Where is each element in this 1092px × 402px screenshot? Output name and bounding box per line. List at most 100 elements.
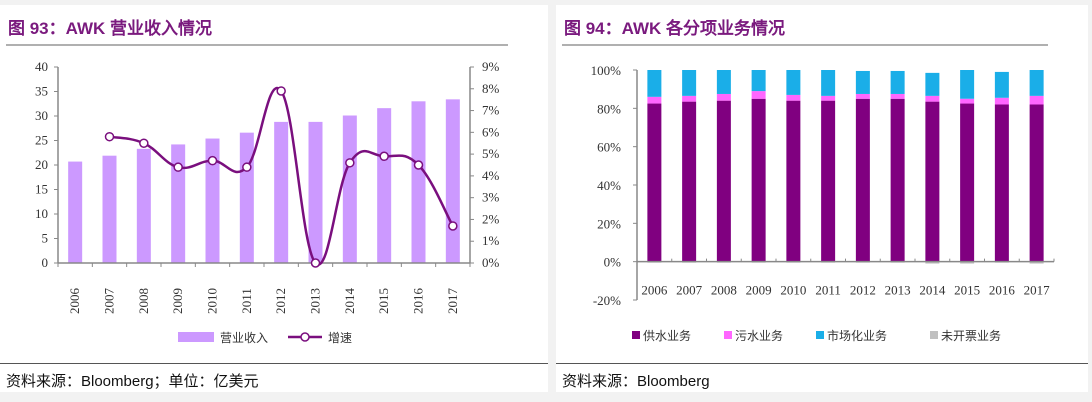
bar-segment-0 [647, 103, 662, 262]
y-tick-label: 60% [597, 140, 621, 155]
bar-segment-0 [960, 103, 975, 262]
legend-growth-marker [300, 332, 310, 342]
bar-segment-2 [647, 70, 662, 97]
bar-segment-2 [786, 70, 801, 95]
revenue-bar [377, 108, 392, 263]
revenue-bar [136, 148, 151, 263]
y-tick-label: -20% [593, 293, 621, 308]
bar-segment-0 [751, 98, 766, 262]
right-tick-label: 9% [482, 59, 500, 74]
bar-segment-2 [1029, 70, 1044, 96]
left-tick-label: 5 [42, 231, 49, 246]
legend-swatch-1 [724, 331, 732, 339]
growth-point [379, 151, 389, 162]
revenue-bar [274, 121, 289, 263]
figure-94-title: 图 94：AWK 各分项业务情况 [564, 19, 786, 38]
bar-segment-2 [682, 70, 697, 96]
bar-segment-1 [855, 93, 870, 99]
left-tick-label: 35 [35, 84, 48, 99]
x-tick-label: 2016 [989, 283, 1016, 298]
x-tick-label: 2006 [641, 283, 668, 298]
legend-swatch-0 [632, 331, 640, 339]
bar-segment-3 [960, 261, 975, 264]
right-tick-label: 0% [482, 255, 500, 270]
bar-segment-2 [994, 71, 1009, 98]
left-tick-label: 0 [42, 255, 49, 270]
x-tick-label: 2007 [676, 283, 703, 298]
x-tick-label: 2012 [273, 288, 288, 314]
growth-point [413, 160, 424, 170]
bar-segment-1 [647, 96, 662, 104]
growth-point [276, 86, 286, 96]
x-tick-label: 2008 [711, 283, 737, 298]
growth-point [207, 155, 218, 166]
right-tick-label: 1% [482, 233, 500, 248]
figure-93-title: 图 93：AWK 营业收入情况 [8, 19, 213, 38]
x-tick-label: 2013 [885, 283, 911, 298]
bar-segment-0 [855, 98, 870, 262]
bar-segment-2 [960, 70, 975, 99]
x-tick-label: 2012 [850, 283, 876, 298]
right-tick-label: 7% [482, 103, 500, 118]
revenue-chart: 0 5 10 15 20 25 30 35 40 0% 1% 2% 3% 4% 5% 6% 7% 8% 9% 2006… [35, 59, 500, 345]
left-tick-label: 30 [35, 108, 48, 123]
bar-segment-2 [855, 70, 870, 94]
right-tick-label: 2% [482, 211, 500, 226]
legend-label-3: 未开票业务 [941, 328, 1001, 343]
legend-label-0: 供水业务 [643, 328, 691, 343]
y-tick-label: 80% [597, 101, 621, 116]
title-divider [562, 44, 1048, 46]
bar-segment-3 [925, 261, 940, 264]
growth-point [173, 162, 183, 172]
right-tick-label: 3% [482, 190, 500, 205]
x-tick-label: 2014 [919, 283, 946, 298]
bar-segment-0 [786, 100, 801, 262]
left-tick-label: 20 [35, 157, 48, 172]
legend-revenue-label: 营业收入 [220, 331, 268, 345]
right-tick-label: 6% [482, 124, 500, 139]
revenue-bar [308, 121, 323, 263]
source-divider [556, 363, 1088, 364]
bar-segment-2 [821, 70, 836, 96]
legend-revenue-swatch [178, 332, 214, 342]
x-tick-label: 2007 [102, 288, 117, 315]
bar-segment-2 [890, 70, 905, 94]
x-tick-label: 2008 [136, 288, 151, 314]
x-tick-label: 2015 [954, 283, 980, 298]
right-tick-label: 5% [482, 146, 500, 161]
segment-chart: -20% 0% 20% 40% 60% 80% 100% 2006 2007 2008 2009 20… [591, 63, 1055, 343]
revenue-bar [171, 144, 186, 263]
legend-growth-label: 增速 [328, 331, 352, 345]
x-tick-label: 2009 [170, 288, 185, 314]
figure-93-panel: 图 93：AWK 营业收入情况 0 5 10 15 20 25 30 35 40 0% 1% 2% 3%… [0, 5, 548, 392]
growth-point [345, 158, 355, 168]
revenue-bar [102, 155, 117, 263]
bar-segment-2 [751, 70, 766, 92]
right-tick-label: 4% [482, 168, 500, 183]
x-tick-label: 2011 [815, 283, 841, 298]
bar-segment-1 [960, 98, 975, 104]
y-tick-label: 100% [591, 63, 622, 78]
bar-segment-2 [925, 72, 940, 96]
left-tick-label: 15 [35, 182, 48, 197]
bar-segment-0 [925, 101, 940, 262]
revenue-bar [239, 132, 254, 263]
bar-segment-0 [682, 101, 697, 262]
figure-94-panel: 图 94：AWK 各分项业务情况 -20% 0% 20% 40% 60% 80% 100% 2… [556, 5, 1088, 392]
bar-segment-0 [994, 104, 1009, 262]
bar-segment-0 [716, 100, 731, 262]
growth-point [448, 221, 458, 231]
x-tick-label: 2013 [308, 288, 323, 314]
legend-label-2: 市场化业务 [827, 328, 887, 343]
x-tick-label: 2017 [1024, 283, 1051, 298]
revenue-bar [342, 115, 357, 263]
x-tick-label: 2015 [376, 288, 391, 314]
x-tick-label: 2011 [239, 288, 254, 314]
x-tick-label: 2017 [445, 288, 460, 315]
bar-segment-1 [1029, 95, 1044, 105]
figure-93-source: 资料来源：Bloomberg；单位：亿美元 [6, 373, 259, 390]
source-divider [0, 363, 548, 364]
bar-segment-0 [821, 100, 836, 262]
legend-swatch-2 [816, 331, 824, 339]
growth-point [242, 162, 252, 172]
